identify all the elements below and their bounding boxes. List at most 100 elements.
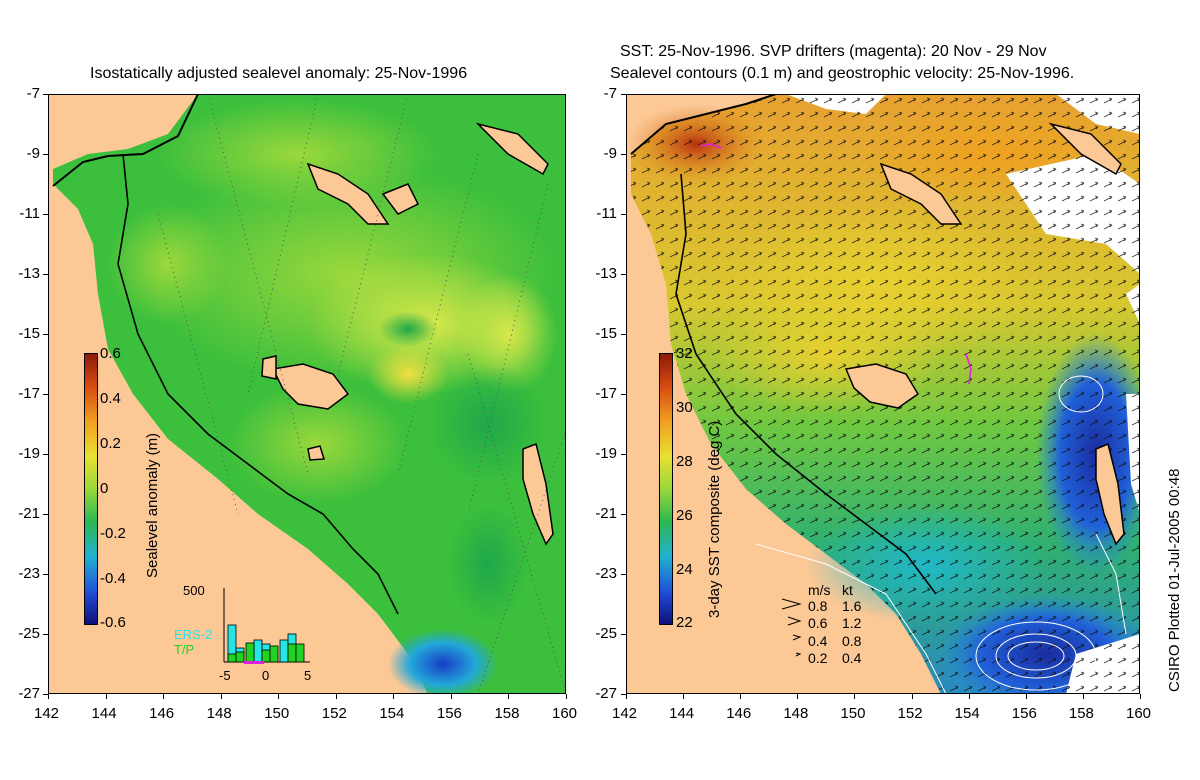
right-lat-tick: -21 <box>595 505 617 522</box>
right-lat-tick-mark <box>621 94 626 95</box>
right-lon-tick: 146 <box>726 705 752 722</box>
right-lon-tick-mark <box>683 694 685 699</box>
right-lon-tick: 156 <box>1011 705 1037 722</box>
left-lon-tick-mark <box>335 694 337 699</box>
sst-tick: 24 <box>676 561 693 578</box>
left-lon-tick: 148 <box>206 705 232 722</box>
shelf-contour <box>117 153 399 615</box>
right-lon-tick-mark <box>911 694 913 699</box>
island <box>381 183 420 215</box>
histogram-legend-ers2: ERS-2 <box>174 627 213 642</box>
left-lat-tick-mark <box>43 274 48 275</box>
shelf-contour <box>675 173 937 595</box>
right-lon-tick-mark <box>1025 694 1027 699</box>
island <box>1048 122 1122 176</box>
drifter-tracks <box>700 143 972 385</box>
left-lon-tick: 152 <box>321 705 347 722</box>
left-lon-tick-mark <box>393 694 395 699</box>
histogram-xtick: 0 <box>262 668 270 683</box>
right-lon-tick-mark <box>740 694 742 699</box>
left-lat-tick-mark <box>43 214 48 215</box>
right-lon-tick: 152 <box>897 705 923 722</box>
left-lat-tick-mark <box>43 694 48 695</box>
right-lon-tick: 160 <box>1126 705 1152 722</box>
island <box>271 363 350 410</box>
left-lat-tick-mark <box>43 394 48 395</box>
right-lon-tick: 144 <box>669 705 695 722</box>
left-lat-tick: -25 <box>18 625 40 642</box>
velocity-key-kt: 1.2 <box>842 615 862 631</box>
histogram-ymax: 500 <box>183 583 205 598</box>
sealevel-tick: -0.6 <box>100 614 126 631</box>
right-lat-tick-mark <box>621 694 626 695</box>
right-lat-tick-mark <box>621 154 626 155</box>
right-lat-tick-mark <box>621 454 626 455</box>
left-lon-tick-mark <box>566 694 567 699</box>
velocity-key-kt: 0.4 <box>842 650 862 666</box>
right-lat-tick: -25 <box>595 625 617 642</box>
right-map <box>626 94 1140 694</box>
sst-tick: 28 <box>676 453 693 470</box>
right-lat-tick-mark <box>621 334 626 335</box>
sst-tick: 26 <box>676 507 693 524</box>
right-lat-tick: -13 <box>595 265 617 282</box>
sealevel-tick: 0.2 <box>100 435 121 452</box>
velocity-key-kt: 0.8 <box>842 633 862 649</box>
island <box>475 122 549 176</box>
coastline <box>52 94 199 187</box>
left-lon-tick: 156 <box>436 705 462 722</box>
velocity-key-ms: 0.2 <box>808 650 828 666</box>
velocity-key-ms: 0.8 <box>808 598 828 614</box>
left-lon-tick: 160 <box>552 705 578 722</box>
right-lat-tick-mark <box>621 514 626 515</box>
sealevel-tick: 0 <box>100 480 109 497</box>
velocity-key-ms: 0.6 <box>808 615 828 631</box>
right-lon-tick-mark <box>626 694 627 699</box>
left-lat-tick: -13 <box>18 265 40 282</box>
island <box>307 445 325 461</box>
sealevel-tick: 0.6 <box>100 345 121 362</box>
right-lat-tick: -23 <box>595 565 617 582</box>
right-lat-tick-mark <box>621 574 626 575</box>
right-lon-tick-mark <box>1082 694 1084 699</box>
histogram-legend-tp: T/P <box>174 642 195 657</box>
left-lon-tick: 154 <box>379 705 405 722</box>
right-lat-tick: -19 <box>595 445 617 462</box>
left-lat-tick-mark <box>43 574 48 575</box>
sealevel-tick: -0.4 <box>100 570 126 587</box>
left-lat-tick: -9 <box>26 145 40 162</box>
right-lat-tick: -15 <box>595 325 617 342</box>
left-lat-tick-mark <box>43 634 48 635</box>
right-lat-tick-mark <box>621 394 626 395</box>
left-lon-tick: 150 <box>264 705 290 722</box>
right-lon-tick: 150 <box>840 705 866 722</box>
sealevel-tick: -0.2 <box>100 525 126 542</box>
right-lon-tick-mark <box>1140 694 1141 699</box>
right-lat-tick: -17 <box>595 385 617 402</box>
left-lat-tick: -15 <box>18 325 40 342</box>
left-lat-tick: -11 <box>19 205 40 222</box>
sst-tick: 30 <box>676 399 693 416</box>
island <box>306 162 390 225</box>
right-lon-tick-mark <box>797 694 799 699</box>
left-lon-tick: 144 <box>91 705 117 722</box>
left-lat-tick: -17 <box>18 385 40 402</box>
right-lat-tick-mark <box>621 214 626 215</box>
right-lat-tick: -11 <box>596 205 617 222</box>
left-lat-tick-mark <box>43 454 48 455</box>
satellite-tracks <box>157 94 566 694</box>
right-lat-tick-mark <box>621 274 626 275</box>
right-map-frame <box>626 94 1140 694</box>
left-lat-tick: -27 <box>18 685 40 702</box>
right-map-title-line2: Sealevel contours (0.1 m) and geostrophi… <box>610 65 1075 82</box>
sst-colorbar <box>659 353 673 625</box>
right-lon-tick-mark <box>968 694 970 699</box>
coastline <box>630 94 777 155</box>
island <box>844 363 920 409</box>
left-lat-tick: -23 <box>18 565 40 582</box>
histogram-inset <box>220 588 310 666</box>
left-lon-tick-mark <box>48 694 49 699</box>
left-lon-tick-mark <box>220 694 222 699</box>
left-lon-tick: 142 <box>34 705 60 722</box>
right-lon-tick: 142 <box>612 705 638 722</box>
